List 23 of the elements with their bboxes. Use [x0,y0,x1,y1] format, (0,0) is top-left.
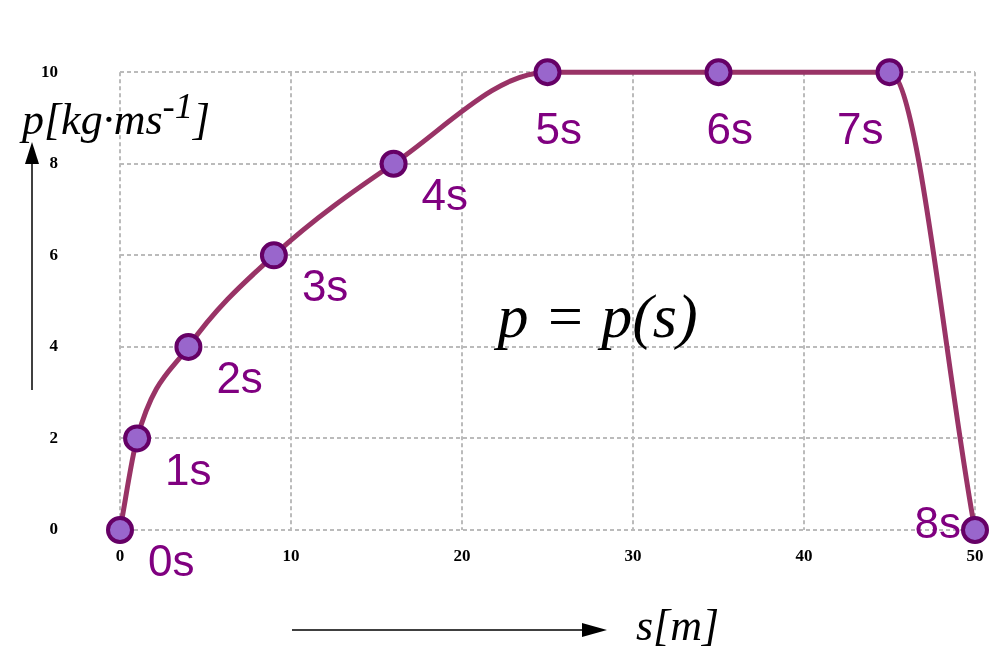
y-tick-label: 0 [49,519,58,539]
y-tick-label: 10 [41,61,58,81]
y-tick-label: 2 [49,427,58,447]
x-tick-label: 20 [453,545,471,565]
annotation: 8s [914,498,961,548]
x-tick-label: 40 [795,545,813,565]
annotation: 6s [706,104,753,154]
y-tick-label: 6 [49,244,58,264]
annotation: 2s [216,353,263,403]
annotation: 3s [301,261,349,311]
x-tick-label: 50 [966,545,984,565]
x-tick-label: 30 [624,545,642,565]
y-tick-label: 4 [49,336,59,356]
x-axis-title: s[m] [636,600,720,651]
annotation: 4s [421,169,469,219]
annotation: 7s [837,104,884,154]
annotation: 0s [148,536,195,586]
x-tick-label: 10 [282,545,300,565]
annotation: 5s [535,104,582,154]
annotation: p = p(s) [493,282,698,352]
x-tick-label: 0 [115,545,125,565]
y-tick-label: 8 [49,153,58,173]
annotation: 1s [165,444,212,494]
